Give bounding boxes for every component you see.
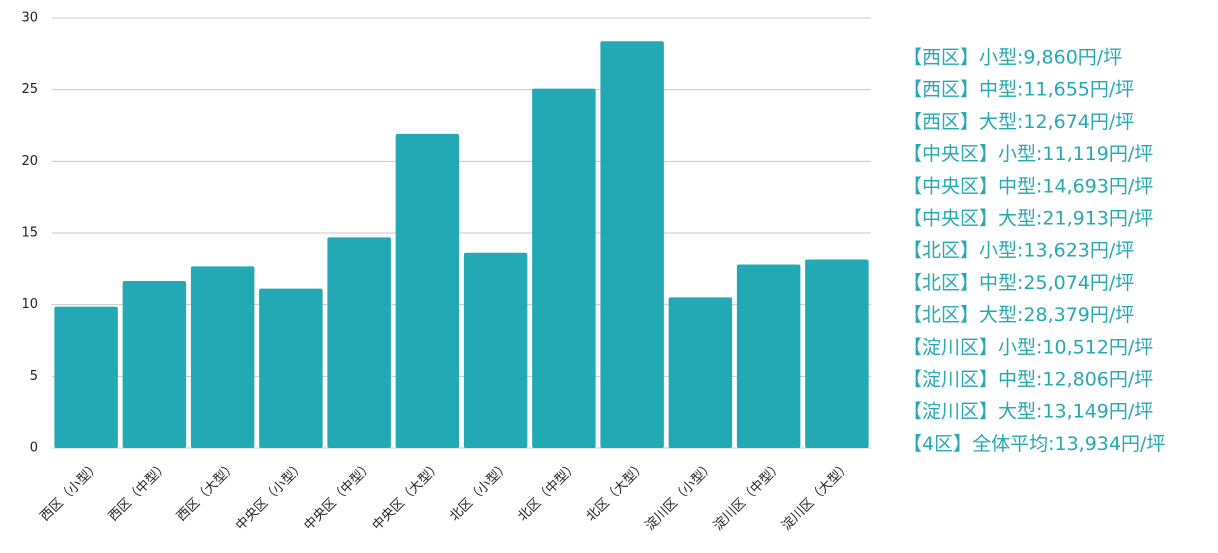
x-tick-label: 西区（中型） <box>106 459 172 525</box>
annotation: 【淀川区】大型:13,149円/坪 <box>903 401 1153 423</box>
y-tick-label: 5 <box>30 369 38 384</box>
bar <box>600 41 664 448</box>
bar <box>463 252 528 448</box>
y-tick-label: 15 <box>21 226 38 241</box>
annotation: 【淀川区】小型:10,512円/坪 <box>903 336 1153 358</box>
annotation: 【中央区】小型:11,119円/坪 <box>903 143 1153 165</box>
y-tick-label: 25 <box>21 82 38 97</box>
y-tick-label: 10 <box>21 297 38 312</box>
annotation: 【西区】大型:12,674円/坪 <box>903 111 1134 133</box>
bar <box>805 259 869 448</box>
annotation: 【北区】大型:28,379円/坪 <box>903 304 1134 326</box>
bar <box>190 266 255 448</box>
annotation: 【北区】小型:13,623円/坪 <box>903 240 1134 262</box>
y-tick-label: 20 <box>21 154 38 169</box>
y-tick-label: 0 <box>30 441 38 456</box>
annotation: 【淀川区】中型:12,806円/坪 <box>903 369 1153 391</box>
bar <box>395 133 460 448</box>
annotation: 【4区】全体平均:13,934円/坪 <box>903 433 1165 455</box>
annotation: 【西区】小型:9,860円/坪 <box>903 47 1122 69</box>
x-tick-label: 中央区（中型） <box>301 459 376 534</box>
x-tick-label: 中央区（小型） <box>233 459 308 534</box>
x-tick-label: 西区（大型） <box>174 459 240 525</box>
y-tick-label: 30 <box>21 11 38 26</box>
bar <box>668 297 733 448</box>
bar <box>736 264 801 448</box>
annotation: 【北区】中型:25,074円/坪 <box>903 272 1134 294</box>
bar <box>532 88 596 448</box>
annotation: 【中央区】大型:21,913円/坪 <box>903 208 1153 230</box>
bar <box>327 237 391 448</box>
x-tick-label: 中央区（大型） <box>370 459 445 534</box>
x-tick-label: 淀川区（小型） <box>643 459 718 534</box>
bar <box>54 306 118 448</box>
x-tick-label: 北区（中型） <box>515 459 581 525</box>
x-tick-label: 淀川区（大型） <box>779 459 854 534</box>
x-tick-label: 北区（小型） <box>447 459 513 525</box>
bar <box>122 280 187 448</box>
x-tick-label: 淀川区（中型） <box>711 459 786 534</box>
annotation: 【中央区】中型:14,693円/坪 <box>903 175 1153 197</box>
annotation: 【西区】中型:11,655円/坪 <box>903 79 1134 101</box>
x-tick-label: 西区（小型） <box>38 459 104 525</box>
bar <box>259 288 323 448</box>
x-tick-label: 北区（大型） <box>584 459 650 525</box>
